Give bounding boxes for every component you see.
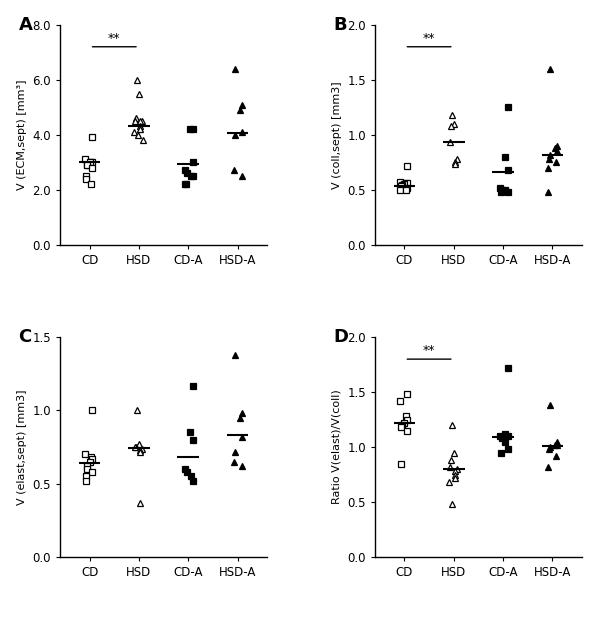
Text: B: B <box>334 16 347 34</box>
Text: **: ** <box>108 32 121 45</box>
Y-axis label: V (elast,sept) [mm3]: V (elast,sept) [mm3] <box>17 389 27 505</box>
Y-axis label: V (coll,sept) [mm3]: V (coll,sept) [mm3] <box>332 81 341 189</box>
Text: **: ** <box>423 32 436 45</box>
Y-axis label: Ratio V(elast)/V(coll): Ratio V(elast)/V(coll) <box>332 390 341 504</box>
Text: C: C <box>19 328 32 346</box>
Y-axis label: V (ECM,sept) [mm³]: V (ECM,sept) [mm³] <box>17 79 27 190</box>
Text: A: A <box>19 16 32 34</box>
Text: D: D <box>334 328 349 346</box>
Text: **: ** <box>423 344 436 357</box>
